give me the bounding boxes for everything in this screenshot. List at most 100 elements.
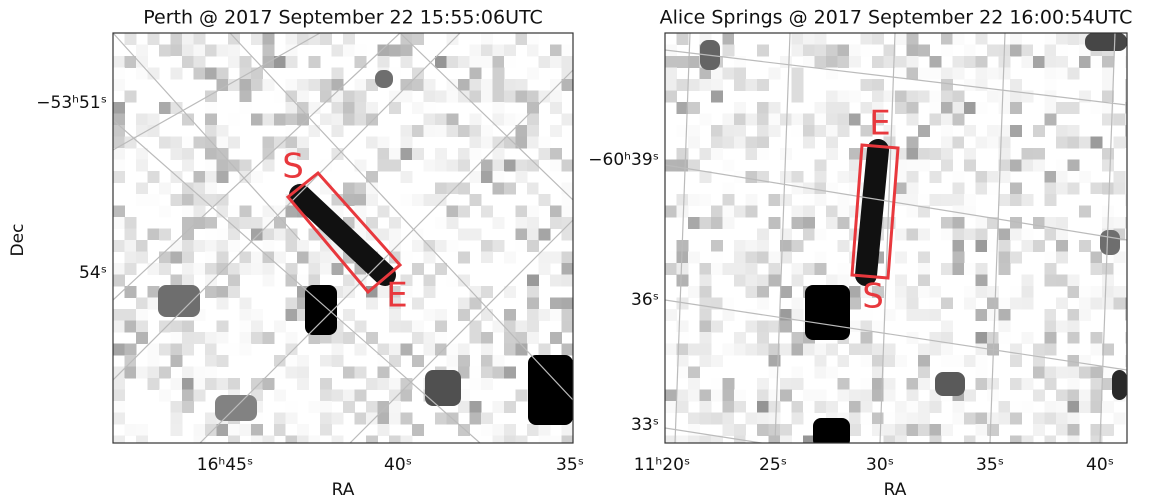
pixel <box>792 378 804 390</box>
pixel <box>976 102 988 114</box>
pixel <box>435 194 447 206</box>
pixel <box>930 171 942 183</box>
pixel <box>435 240 447 252</box>
pixel <box>953 263 965 275</box>
pixel <box>389 229 401 241</box>
y-axis-label: Dec <box>8 224 28 257</box>
pixel <box>1010 252 1022 264</box>
pixel <box>1068 275 1080 287</box>
pixel <box>711 217 723 229</box>
pixel <box>1068 390 1080 402</box>
y-tick-label: 54ˢ <box>79 263 107 283</box>
pixel <box>481 424 493 436</box>
pixel <box>849 413 861 425</box>
pixel <box>826 217 838 229</box>
pixel <box>320 33 332 45</box>
pixel <box>297 275 309 287</box>
pixel <box>194 45 206 57</box>
pixel <box>838 263 850 275</box>
pixel <box>953 194 965 206</box>
pixel <box>539 45 551 57</box>
pixel <box>711 413 723 425</box>
pixel <box>746 309 758 321</box>
pixel <box>527 125 539 137</box>
pixel <box>205 171 217 183</box>
pixel <box>964 160 976 172</box>
pixel <box>240 298 252 310</box>
pixel <box>516 229 528 241</box>
pixel <box>746 321 758 333</box>
pixel <box>504 321 516 333</box>
pixel <box>389 321 401 333</box>
pixel <box>205 263 217 275</box>
pixel <box>1033 344 1045 356</box>
pixel <box>930 114 942 126</box>
pixel <box>309 56 321 68</box>
pixel <box>343 401 355 413</box>
pixel <box>113 171 125 183</box>
box-label: E <box>869 104 890 144</box>
pixel <box>343 91 355 103</box>
pixel <box>953 183 965 195</box>
pixel <box>148 240 160 252</box>
pixel <box>504 183 516 195</box>
pixel <box>826 344 838 356</box>
pixel <box>194 33 206 45</box>
pixel <box>953 229 965 241</box>
pixel <box>447 160 459 172</box>
pixel <box>424 332 436 344</box>
pixel <box>217 332 229 344</box>
pixel <box>125 367 137 379</box>
pixel <box>458 298 470 310</box>
pixel <box>665 68 677 80</box>
pixel <box>297 367 309 379</box>
pixel <box>182 56 194 68</box>
pixel <box>562 194 574 206</box>
pixel <box>366 114 378 126</box>
pixel <box>1010 229 1022 241</box>
pixel <box>458 79 470 91</box>
pixel <box>815 263 827 275</box>
pixel <box>769 114 781 126</box>
pixel <box>1079 367 1091 379</box>
pixel <box>688 367 700 379</box>
pixel <box>504 332 516 344</box>
pixel <box>424 114 436 126</box>
pixel <box>930 56 942 68</box>
pixel <box>389 91 401 103</box>
pixel <box>1068 344 1080 356</box>
pixel <box>746 240 758 252</box>
pixel <box>401 91 413 103</box>
pixel <box>930 298 942 310</box>
pixel <box>470 401 482 413</box>
pixel <box>217 344 229 356</box>
x-tick-label: 35ˢ <box>976 455 1004 475</box>
pixel <box>1056 171 1068 183</box>
pixel <box>240 309 252 321</box>
pixel <box>470 378 482 390</box>
pixel <box>688 424 700 436</box>
pixel <box>113 160 125 172</box>
pixel <box>987 332 999 344</box>
pixel <box>136 194 148 206</box>
pixel <box>1068 171 1080 183</box>
pixel <box>332 102 344 114</box>
pixel <box>746 194 758 206</box>
pixel <box>562 436 574 448</box>
pixel <box>688 286 700 298</box>
pixel <box>815 56 827 68</box>
pixel <box>113 240 125 252</box>
pixel <box>757 378 769 390</box>
pixel <box>907 171 919 183</box>
pixel <box>872 33 884 45</box>
pixel <box>550 148 562 160</box>
pixel <box>412 263 424 275</box>
pixel <box>148 171 160 183</box>
pixel <box>780 194 792 206</box>
pixel <box>320 160 332 172</box>
pixel <box>861 413 873 425</box>
pixel <box>217 137 229 149</box>
pixel <box>171 68 183 80</box>
pixel <box>757 413 769 425</box>
pixel <box>1033 56 1045 68</box>
